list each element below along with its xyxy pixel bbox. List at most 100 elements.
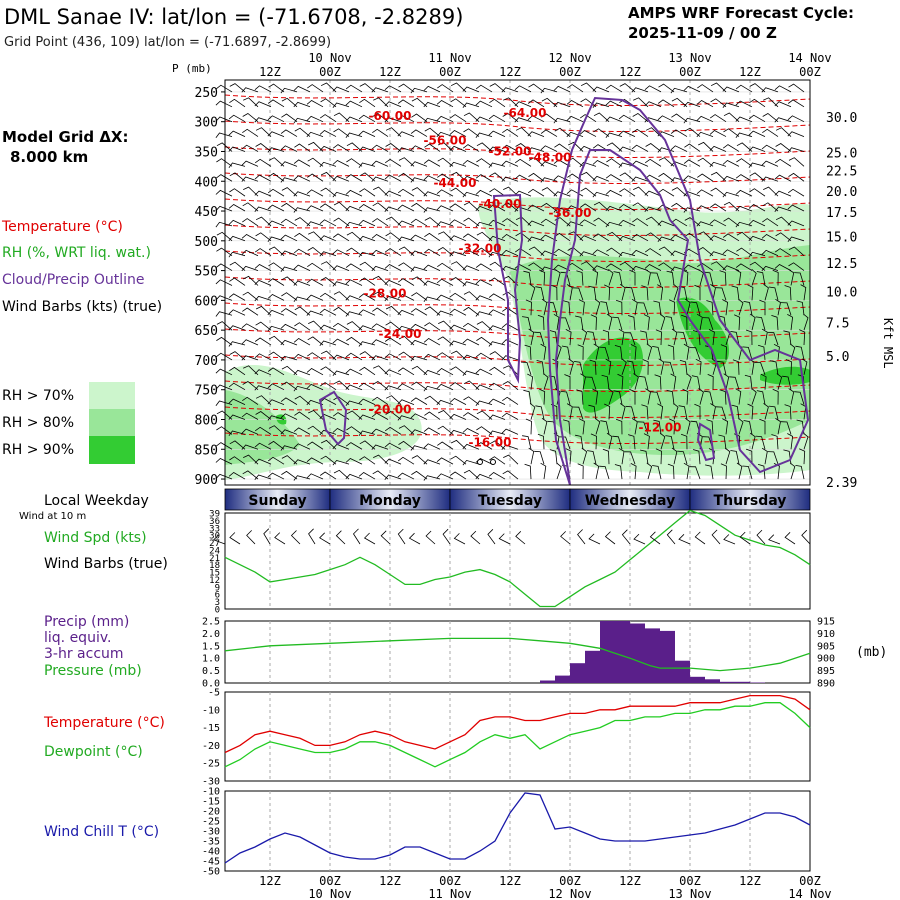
upper-air-wind-barb <box>588 404 597 420</box>
upper-air-wind-barb <box>293 191 311 197</box>
upper-air-wind-barb <box>358 219 376 227</box>
panel-tick-label: 39 <box>209 510 220 520</box>
upper-air-wind-barb <box>632 218 649 227</box>
upper-air-wind-barb <box>228 293 246 301</box>
upper-air-wind-barb <box>679 359 688 375</box>
upper-air-wind-barb <box>280 266 298 273</box>
upper-air-wind-barb <box>612 435 623 450</box>
panel-frame <box>224 512 811 610</box>
upper-air-wind-barb <box>345 116 363 123</box>
upper-air-wind-barb <box>373 97 389 108</box>
upper-air-wind-barb <box>640 330 649 346</box>
upper-air-wind-barb <box>606 313 613 331</box>
upper-air-wind-barb <box>719 270 727 286</box>
upper-air-wind-barb <box>585 376 597 390</box>
upper-air-wind-barb <box>774 264 792 271</box>
surface-wind-barb <box>308 528 316 545</box>
upper-air-wind-barb <box>267 399 285 405</box>
upper-air-wind-barb <box>633 186 649 197</box>
upper-air-wind-barb <box>463 128 480 137</box>
upper-air-wind-barb <box>320 277 337 286</box>
wind-at-label: Wind at 10 m <box>19 511 86 522</box>
upper-air-wind-barb <box>523 389 532 405</box>
upper-air-wind-barb <box>345 263 363 271</box>
upper-air-wind-barb <box>241 428 259 435</box>
upper-air-wind-barb <box>281 470 298 480</box>
model-grid-value: 8.000 km <box>10 148 88 166</box>
upper-air-wind-barb <box>646 462 653 480</box>
upper-air-wind-barb <box>463 469 480 480</box>
top-hour-label: 00Z <box>439 65 461 79</box>
upper-air-wind-barb <box>308 231 324 242</box>
upper-air-wind-barb <box>397 309 415 316</box>
upper-air-wind-barb <box>306 131 324 138</box>
panel-tick-label: -20 <box>202 807 220 818</box>
upper-air-wind-barb <box>397 456 415 465</box>
upper-air-wind-barb <box>580 187 597 197</box>
upper-air-wind-barb <box>229 172 246 182</box>
upper-air-wind-barb <box>762 218 779 227</box>
wind-speed-label: Wind Spd (kts) <box>44 530 147 546</box>
upper-air-wind-barb <box>788 388 795 405</box>
upper-air-wind-barb <box>228 382 246 391</box>
upper-air-wind-barb <box>410 161 428 167</box>
upper-air-wind-barb <box>748 162 766 169</box>
cloud-outline <box>546 96 810 486</box>
upper-air-wind-barb <box>332 160 350 167</box>
upper-air-wind-barb <box>319 429 337 436</box>
upper-air-wind-barb <box>775 216 792 227</box>
upper-air-wind-barb <box>463 306 480 316</box>
page-title: DML Sanae IV: lat/lon = (-71.6708, -2.82… <box>4 5 463 29</box>
upper-air-wind-barb <box>254 295 272 302</box>
upper-air-wind-barb <box>592 102 610 108</box>
upper-air-wind-barb <box>761 447 768 465</box>
upper-air-wind-barb <box>346 247 363 257</box>
upper-air-wind-barb <box>294 411 311 420</box>
upper-air-wind-barb <box>541 97 558 108</box>
upper-air-wind-barb <box>659 432 666 450</box>
upper-air-wind-barb <box>608 268 614 286</box>
upper-air-wind-barb <box>720 463 727 480</box>
upper-air-wind-barb <box>475 384 493 391</box>
upper-air-wind-barb <box>576 389 584 405</box>
surface-wind-barb <box>274 532 286 545</box>
upper-air-wind-barb <box>501 144 519 152</box>
upper-air-wind-barb <box>449 340 467 346</box>
upper-air-wind-barb <box>696 115 714 123</box>
upper-air-wind-barb <box>683 462 690 480</box>
upper-air-wind-barb <box>514 206 532 212</box>
upper-air-wind-barb <box>242 218 259 227</box>
surface-wind-barb <box>588 533 601 545</box>
upper-air-wind-barb <box>644 117 662 123</box>
upper-air-wind-barb <box>604 403 611 420</box>
upper-air-wind-barb <box>501 265 519 272</box>
upper-air-wind-barb <box>605 358 612 375</box>
upper-air-wind-barb <box>579 130 597 137</box>
upper-air-wind-barb <box>450 350 467 361</box>
upper-air-wind-barb <box>566 221 584 227</box>
upper-air-wind-barb <box>795 345 805 361</box>
upper-air-wind-barb <box>423 207 441 213</box>
upper-air-wind-barb <box>345 205 363 212</box>
upper-air-wind-barb <box>553 159 571 167</box>
upper-air-wind-barb <box>449 161 467 168</box>
upper-air-wind-barb <box>540 87 558 94</box>
upper-air-wind-barb <box>475 368 493 376</box>
height-tick-label: 30.0 <box>826 111 857 126</box>
legend-rh90-swatch <box>89 436 135 464</box>
upper-air-wind-barb <box>293 353 311 361</box>
upper-air-wind-barb <box>476 247 493 257</box>
upper-air-wind-barb <box>787 99 805 108</box>
surface-wind-barb <box>515 531 526 545</box>
upper-air-wind-barb <box>319 382 337 391</box>
upper-air-wind-barb <box>333 217 350 227</box>
upper-air-wind-barb <box>503 97 519 108</box>
upper-air-wind-barb <box>565 448 572 465</box>
upper-air-wind-barb <box>450 455 467 465</box>
upper-air-wind-barb <box>735 174 753 182</box>
upper-air-wind-barb <box>670 129 688 137</box>
upper-air-wind-barb <box>371 160 389 167</box>
upper-air-wind-barb <box>527 131 545 137</box>
